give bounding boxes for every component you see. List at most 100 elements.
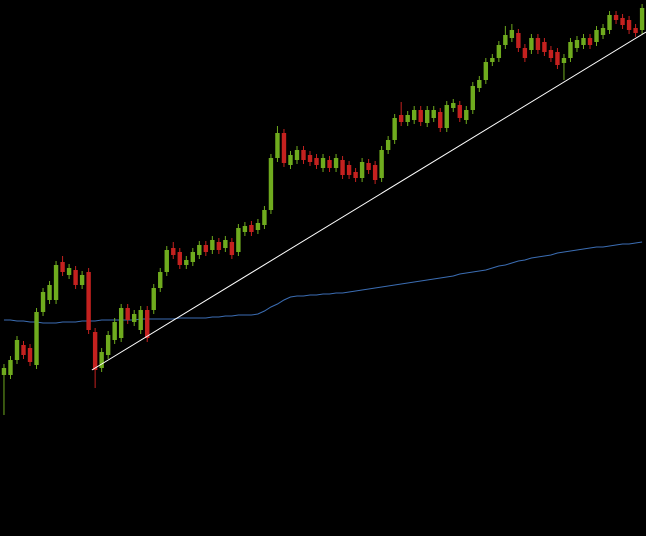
candle-body (268, 158, 274, 210)
candle-body (568, 42, 573, 58)
candle-body (112, 322, 117, 340)
candle-body (555, 52, 560, 65)
candle-body (229, 242, 235, 255)
candle-body (92, 332, 98, 370)
candle-body (14, 340, 20, 360)
candle-body (451, 103, 456, 108)
candle-body (561, 58, 567, 63)
candle-body (125, 308, 130, 320)
candle-body (327, 160, 332, 168)
candle-body (190, 252, 196, 262)
candle-body (99, 352, 104, 368)
candle-body (333, 158, 339, 168)
candle-body (548, 50, 554, 58)
candle-body (288, 155, 293, 165)
candle-body (151, 288, 156, 310)
candle-body (223, 240, 228, 248)
candle-body (594, 30, 599, 42)
candle-body (275, 133, 280, 158)
candle-body (236, 228, 241, 252)
candle-body (47, 285, 52, 300)
candle-body (464, 110, 469, 120)
candle-body (359, 162, 365, 178)
candle-body (158, 272, 163, 288)
candle-body (40, 292, 46, 312)
candle-body (34, 312, 39, 365)
candle-body (418, 110, 423, 122)
candle-body (118, 308, 124, 338)
candle-body (281, 133, 287, 163)
candle-body (171, 248, 176, 255)
candle-body (255, 223, 261, 230)
candle-body (1, 368, 7, 375)
candle-body (490, 58, 495, 62)
candle-body (249, 225, 254, 232)
candle-body (522, 48, 528, 58)
candle-body (425, 110, 430, 123)
candle-body (444, 105, 449, 128)
candle-body (27, 348, 33, 362)
candle-body (457, 105, 462, 118)
candle-body (639, 8, 645, 30)
candle-body (633, 28, 638, 33)
candle-body (574, 40, 580, 48)
candle-body (138, 310, 143, 330)
candle-body (431, 110, 436, 118)
candle-body (385, 140, 391, 150)
candle-body (372, 165, 378, 180)
candle-body (307, 155, 313, 162)
candle-body (542, 42, 547, 52)
candle-body (105, 335, 111, 355)
candle-body (613, 15, 619, 20)
candle-body (66, 268, 72, 275)
candle-body (607, 15, 612, 30)
candle-body (177, 252, 182, 265)
candle-body (509, 30, 515, 38)
candle-body (483, 62, 489, 80)
candle-body (535, 38, 541, 50)
candle-body (86, 272, 91, 330)
candle-body (73, 270, 78, 285)
candle-body (8, 360, 13, 375)
candle-body (516, 33, 521, 48)
candle-body (216, 242, 222, 250)
trendline (91, 31, 646, 371)
candle-body (529, 38, 534, 50)
candle-body (626, 20, 632, 30)
candle-body (164, 250, 169, 272)
candle-body (262, 210, 267, 225)
candle-body (581, 38, 586, 45)
candle-body (184, 260, 189, 265)
candle-body (496, 45, 502, 58)
candle-body (353, 172, 358, 178)
candle-body (21, 345, 26, 355)
candle-body (203, 245, 209, 252)
candle-body (405, 115, 410, 122)
candle-body (197, 245, 202, 255)
candle-body (79, 275, 85, 285)
candle-body (346, 165, 352, 175)
candle-body (587, 38, 593, 45)
candle-body (340, 160, 345, 175)
candle-body (314, 158, 319, 165)
candle-body (145, 310, 150, 338)
candle-body (242, 226, 248, 232)
moving-average (3, 241, 643, 324)
candle-body (379, 150, 384, 178)
candle-body (398, 115, 404, 122)
candle-body (503, 35, 508, 45)
candle-body (366, 163, 371, 170)
candle-body (470, 86, 475, 110)
candle-body (294, 150, 300, 160)
candle-body (411, 110, 417, 120)
candle-body (53, 265, 59, 300)
candle-body (477, 80, 482, 88)
candle-body (301, 150, 306, 160)
candle-body (320, 158, 326, 168)
candle-body (438, 112, 443, 128)
candle-body (132, 314, 137, 322)
candle-body (600, 28, 606, 35)
candle-body (210, 240, 215, 250)
candle-body (60, 262, 65, 272)
